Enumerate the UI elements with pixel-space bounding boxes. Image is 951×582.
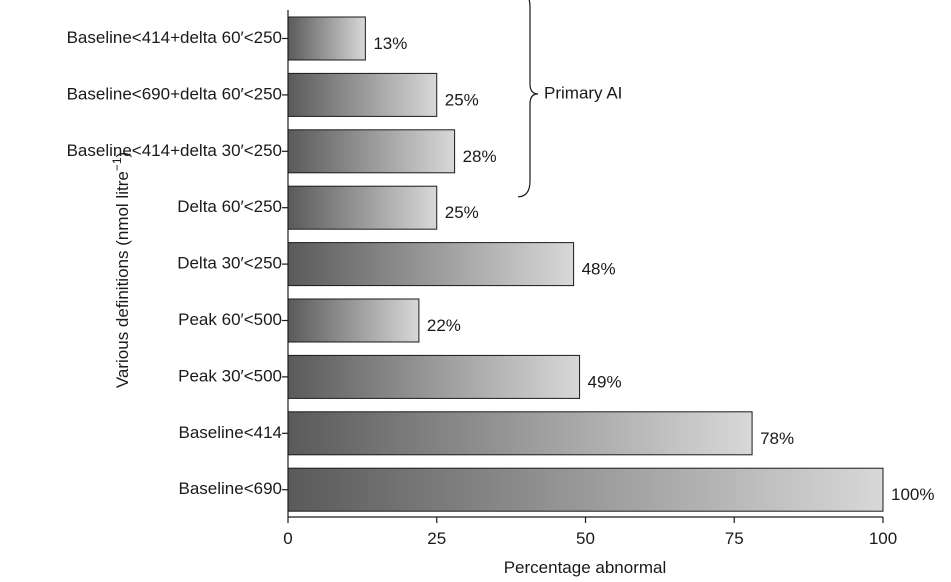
value-label: 25% <box>445 90 479 109</box>
bars-layer <box>287 16 884 512</box>
value-label: 22% <box>427 316 461 335</box>
x-ticks-layer <box>282 37 884 523</box>
x-tick-label: 0 <box>283 529 292 548</box>
category-label: Baseline<414+delta 30′<250 <box>67 141 282 160</box>
primary-ai-label: Primary AI <box>544 83 622 102</box>
bar <box>287 16 366 61</box>
value-label: 100% <box>891 485 934 504</box>
primary-ai-brace <box>517 0 539 198</box>
category-label: Peak 30′<500 <box>178 366 282 385</box>
bar <box>287 354 581 399</box>
y-axis-title-close: ) <box>113 152 132 158</box>
bar <box>287 467 884 512</box>
bar <box>287 72 438 117</box>
bar <box>287 129 456 174</box>
value-label: 25% <box>445 203 479 222</box>
category-label: Baseline<690+delta 60′<250 <box>67 84 282 103</box>
category-label: Peak 60′<500 <box>178 310 282 329</box>
bar <box>287 242 575 287</box>
bar <box>287 298 420 343</box>
x-tick-label: 75 <box>725 529 744 548</box>
category-label: Delta 60′<250 <box>177 197 282 216</box>
category-label: Baseline<690 <box>178 479 282 498</box>
x-tick-label: 50 <box>576 529 595 548</box>
category-label: Baseline<414 <box>178 423 282 442</box>
labels-layer: Baseline<414+delta 60′<250 13% Baseline<69… <box>67 28 935 548</box>
y-axis-title-superscript: −1 <box>110 157 124 171</box>
y-axis-title-main: Various definitions (nmol litre <box>113 171 132 388</box>
category-label: Delta 30′<250 <box>177 254 282 273</box>
value-label: 49% <box>588 372 622 391</box>
bar <box>287 185 438 230</box>
x-tick-label: 25 <box>427 529 446 548</box>
value-label: 78% <box>760 429 794 448</box>
category-label: Baseline<414+delta 60′<250 <box>67 28 282 47</box>
value-label: 28% <box>463 147 497 166</box>
x-tick-label: 100 <box>869 529 897 548</box>
bar <box>287 411 753 456</box>
value-label: 13% <box>373 34 407 53</box>
x-axis-title: Percentage abnormal <box>504 558 667 577</box>
y-axis-title: Various definitions (nmol litre−1) <box>110 152 132 388</box>
value-label: 48% <box>582 260 616 279</box>
